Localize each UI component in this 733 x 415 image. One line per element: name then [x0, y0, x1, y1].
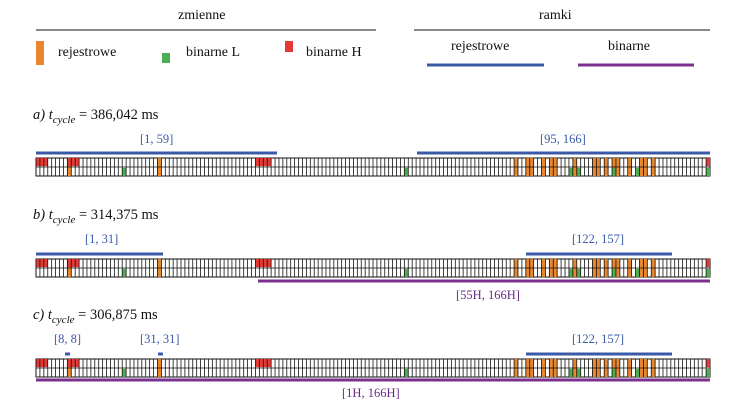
binary-h-variable-cell	[263, 259, 268, 268]
memory-row-c	[35, 358, 711, 378]
binary-h-variable-cell	[71, 158, 76, 167]
legend-group-frames: ramki	[539, 8, 572, 23]
panel-c-frame-1-label: [8, 8]	[54, 332, 82, 346]
binary-h-variable-cell	[75, 359, 80, 368]
binary-h-variable-cell	[706, 259, 710, 268]
panel-b-frame-2-label: [122, 157]	[572, 232, 625, 246]
binary-h-variable-cell	[67, 158, 72, 167]
binary-h-variable-cell	[259, 259, 264, 268]
binary-l-variable-cell	[568, 167, 573, 176]
binary-l-variable-cell	[122, 268, 127, 277]
panel-c-frame-2-label: [31, 31]	[140, 332, 180, 346]
binary-l-variable-cell	[404, 268, 409, 277]
binary-l-variable-cell	[612, 368, 616, 377]
panel-a-letter: a)	[33, 107, 46, 123]
legend-var-binary-h-label: binarne H	[306, 45, 362, 60]
binary-h-variable-cell	[75, 158, 80, 167]
binary-h-variable-cell	[71, 259, 76, 268]
binary-l-variable-cell	[612, 167, 616, 176]
binary-l-variable-cell	[122, 368, 127, 377]
binary-h-variable-cell	[706, 158, 710, 167]
binary-h-variable-cell	[67, 259, 72, 268]
binary-l-variable-cell	[404, 368, 409, 377]
binary-l-variable-cell	[635, 167, 640, 176]
binary-h-variable-cell	[39, 158, 44, 167]
binary-l-variable-cell	[706, 268, 710, 277]
panel-c-letter: c)	[33, 307, 45, 323]
legend-red-swatch	[285, 41, 293, 52]
binary-l-variable-cell	[635, 368, 640, 377]
legend-frame-register-label: rejestrowe	[451, 39, 510, 54]
panel-c-header: c) tcycle = 306,875 ms	[33, 307, 158, 327]
binary-h-variable-cell	[259, 158, 264, 167]
memory-row-a	[35, 157, 711, 177]
binary-l-variable-cell	[706, 167, 710, 176]
panel-c-binary-frame-label: [1H, 166H]	[342, 386, 400, 400]
legend-group-vars: zmienne	[178, 8, 226, 23]
binary-l-variable-cell	[568, 368, 573, 377]
panel-b-var: t	[48, 207, 53, 223]
panel-a-value: = 386,042 ms	[78, 107, 159, 123]
binary-l-variable-cell	[576, 167, 581, 176]
binary-h-variable-cell	[259, 359, 264, 368]
binary-l-variable-cell	[122, 167, 127, 176]
panel-a-sub: cycle	[52, 113, 76, 126]
panel-a-header: a) tcycle = 386,042 ms	[33, 107, 158, 127]
binary-h-variable-cell	[263, 158, 268, 167]
binary-h-variable-cell	[36, 259, 40, 268]
legend-orange-swatch	[36, 41, 44, 65]
panel-a-frame-1-label: [1, 59]	[140, 132, 174, 146]
binary-h-variable-cell	[267, 158, 272, 167]
binary-h-variable-cell	[67, 359, 72, 368]
binary-h-variable-cell	[263, 359, 268, 368]
panel-a-frame-2-label: [95, 166]	[540, 132, 586, 146]
panel-c-sub: cycle	[51, 313, 75, 326]
binary-l-variable-cell	[706, 368, 710, 377]
panel-b-sub: cycle	[52, 213, 76, 226]
binary-l-variable-cell	[404, 167, 409, 176]
legend-frame-binary-label: binarne	[608, 39, 650, 54]
legend-green-swatch	[162, 53, 170, 63]
binary-l-variable-cell	[612, 268, 616, 277]
memory-row-b	[35, 258, 711, 278]
panel-a-var: t	[48, 107, 53, 123]
binary-h-variable-cell	[255, 158, 260, 167]
binary-h-variable-cell	[36, 359, 40, 368]
binary-h-variable-cell	[39, 259, 44, 268]
binary-h-variable-cell	[267, 359, 272, 368]
legend-var-binary-l-label: binarne L	[186, 45, 241, 60]
binary-h-variable-cell	[255, 259, 260, 268]
binary-h-variable-cell	[43, 359, 48, 368]
panel-b-frame-1-label: [1, 31]	[85, 232, 119, 246]
binary-h-variable-cell	[71, 359, 76, 368]
binary-h-variable-cell	[706, 359, 710, 368]
binary-h-variable-cell	[255, 359, 260, 368]
binary-h-variable-cell	[36, 158, 40, 167]
panel-c-var: t	[47, 307, 52, 323]
panel-c-frame-3-label: [122, 157]	[572, 332, 625, 346]
binary-h-variable-cell	[267, 259, 272, 268]
binary-l-variable-cell	[568, 268, 573, 277]
binary-l-variable-cell	[576, 368, 581, 377]
panel-b-value: = 314,375 ms	[78, 207, 159, 223]
panel-c-value: = 306,875 ms	[78, 307, 158, 323]
panel-b-letter: b)	[33, 207, 46, 223]
binary-h-variable-cell	[43, 259, 48, 268]
binary-h-variable-cell	[75, 259, 80, 268]
legend-var-register-label: rejestrowe	[58, 45, 117, 60]
binary-h-variable-cell	[39, 359, 44, 368]
panel-b-binary-frame-label: [55H, 166H]	[456, 288, 520, 302]
binary-h-variable-cell	[43, 158, 48, 167]
binary-l-variable-cell	[576, 268, 581, 277]
binary-l-variable-cell	[635, 268, 640, 277]
panel-b-header: b) tcycle = 314,375 ms	[33, 207, 158, 227]
